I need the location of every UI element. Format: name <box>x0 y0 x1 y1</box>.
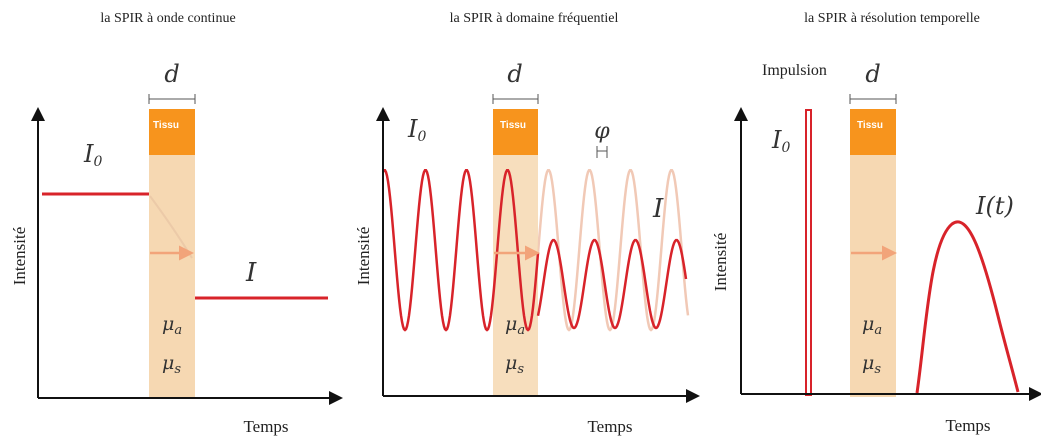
thickness-label: d <box>164 60 179 88</box>
incident-label: I0 <box>771 126 790 156</box>
tissue-label: Tissu <box>500 120 526 131</box>
transmitted-label: I(t) <box>975 192 1014 220</box>
pulse-label: Impulsion <box>762 62 827 79</box>
tissue-label-box <box>493 109 538 155</box>
panel-continuous-wave: la SPIR à onde continue Tissu d I0 I μa … <box>10 11 343 436</box>
tissue-label: Tissu <box>153 120 179 131</box>
tissue-body <box>149 155 195 397</box>
incident-label: I0 <box>83 140 102 170</box>
tissue-body <box>493 155 538 397</box>
x-axis-label: Temps <box>243 417 288 436</box>
transmitted-curve <box>915 220 1020 394</box>
x-axis-label: Temps <box>945 416 990 435</box>
transmitted-wave <box>536 238 688 330</box>
y-axis-label: Intensité <box>711 233 730 292</box>
phase-label: φ <box>594 119 610 144</box>
y-axis-label: Intensité <box>10 227 29 286</box>
tissue-label: Tissu <box>857 120 883 131</box>
incident-pulse <box>805 109 812 396</box>
thickness-label: d <box>507 60 522 88</box>
panel-title: la SPIR à domaine fréquentiel <box>450 11 619 26</box>
panel-time-resolved: la SPIR à résolution temporelle Tissu d … <box>711 11 1041 435</box>
thickness-label: d <box>865 60 880 88</box>
panel-title: la SPIR à onde continue <box>100 11 235 26</box>
tissue-label-box <box>850 109 896 155</box>
x-axis-label: Temps <box>587 417 632 436</box>
panel-title: la SPIR à résolution temporelle <box>804 11 980 26</box>
incident-wave-faded <box>536 168 690 332</box>
panel-frequency-domain: la SPIR à domaine fréquentiel Tissu d φ … <box>354 11 700 436</box>
transmitted-label: I <box>652 194 664 224</box>
incident-wave <box>381 168 540 332</box>
y-axis-label: Intensité <box>354 227 373 286</box>
transmitted-label: I <box>245 258 257 288</box>
tissue-body <box>850 155 896 397</box>
incident-label: I0 <box>407 115 426 145</box>
tissue-label-box <box>149 109 195 155</box>
